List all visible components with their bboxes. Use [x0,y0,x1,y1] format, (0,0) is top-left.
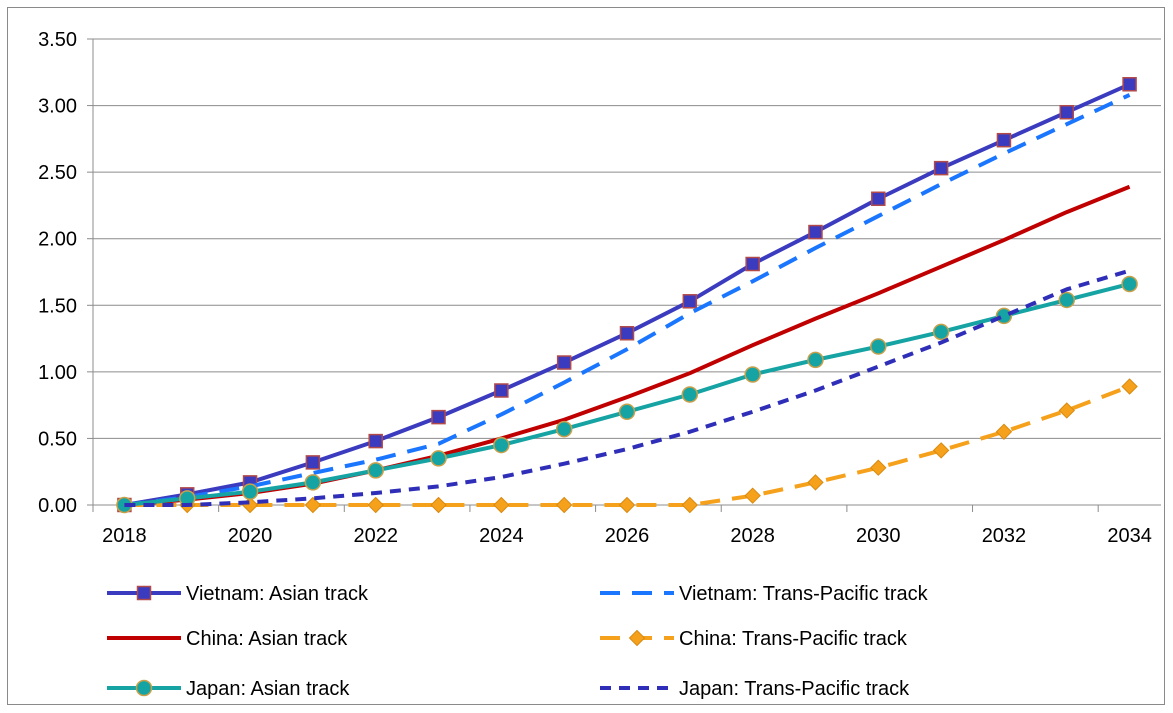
series-4 [116,275,1138,514]
data-point [807,351,824,369]
data-point [619,325,635,341]
y-tick-label: 3.50 [38,29,77,51]
series-group [116,77,1138,514]
data-point [681,386,699,403]
y-tick-label: 2.50 [38,162,77,184]
legend-item: Vietnam: Trans-Pacific track [600,583,929,605]
x-tick-label: 2032 [982,525,1027,547]
data-point [304,474,322,491]
legend-marker [135,679,153,697]
data-point [555,420,573,438]
series-line [124,268,1131,507]
data-point [1121,378,1138,395]
series-line [124,384,1131,507]
x-tick-label: 2020 [228,525,273,547]
data-point [368,433,383,449]
data-point [870,338,887,355]
series-0 [117,77,1137,513]
legend-item: China: Asian track [107,628,348,650]
data-point [996,132,1012,148]
legend-marker [136,585,152,601]
data-point [808,224,823,240]
y-tick-label: 0.50 [38,428,77,450]
data-point [681,496,699,514]
x-tick-label: 2026 [605,525,650,547]
data-point [430,496,447,514]
data-point [933,160,949,176]
data-point [1121,275,1138,293]
data-point [555,496,573,514]
x-tick-label: 2024 [479,525,524,547]
y-tick-label: 2.00 [38,229,77,251]
x-tick-label: 2018 [102,525,147,547]
series-5 [124,268,1131,507]
x-tick-label: 2034 [1107,525,1152,547]
data-point [870,459,887,476]
legend-label: China: Trans-Pacific track [679,628,908,650]
legend-label: China: Asian track [186,628,348,650]
legend-item: Vietnam: Asian track [107,583,369,605]
x-tick-label: 2028 [730,525,775,547]
legend-label: Vietnam: Asian track [186,583,369,605]
data-point [431,409,446,425]
legend-item: Japan: Asian track [107,678,350,700]
y-tick-label: 3.00 [38,96,77,118]
data-point [1059,104,1075,120]
data-point [807,474,824,491]
data-point [995,307,1013,325]
data-point [367,462,384,479]
data-point [1122,77,1137,92]
data-point [493,496,510,514]
y-tick-label: 1.50 [38,295,77,317]
data-point [682,294,698,309]
legend-label: Vietnam: Trans-Pacific track [679,583,929,605]
data-point [618,496,636,514]
data-point [744,487,761,504]
axes: 0.00 0.50 1.00 1.50 2.00 2.50 3.00 3.50 2018 2020… [38,29,1161,547]
series-line [124,82,1131,507]
y-tick-label: 0.00 [38,495,77,517]
gridlines [93,38,1161,506]
data-point [493,436,510,454]
legend-marker [628,629,646,647]
data-point [744,366,761,383]
data-point [367,496,384,514]
data-point [932,323,950,341]
data-point [430,450,447,467]
data-point [1058,402,1075,419]
data-point [932,442,950,459]
data-point [871,191,886,207]
legend-item: Japan: Trans-Pacific track [600,678,910,700]
data-point [494,383,509,398]
data-point [745,256,760,272]
series-1 [124,93,1131,507]
data-point [556,355,572,370]
data-point [241,483,259,500]
data-point [995,423,1013,440]
data-point [1058,291,1076,309]
y-tick-label: 1.00 [38,362,77,384]
data-point [304,496,322,514]
series-2 [124,184,1131,507]
legend: Vietnam: Asian track Vietnam: Trans-Pacif… [107,583,929,700]
series-line [124,93,1131,507]
chart-frame: 0.00 0.50 1.00 1.50 2.00 2.50 3.00 3.50 2018 2020… [7,7,1165,705]
data-point [618,403,636,421]
x-tick-label: 2030 [856,525,901,547]
series-line [124,184,1131,507]
legend-label: Japan: Asian track [186,678,350,700]
legend-item: China: Trans-Pacific track [600,628,908,650]
legend-label: Japan: Trans-Pacific track [679,678,910,700]
data-point [305,455,321,470]
series-line [124,282,1131,507]
x-tick-label: 2022 [353,525,398,547]
line-chart: 0.00 0.50 1.00 1.50 2.00 2.50 3.00 3.50 2018 2020… [38,29,1161,700]
